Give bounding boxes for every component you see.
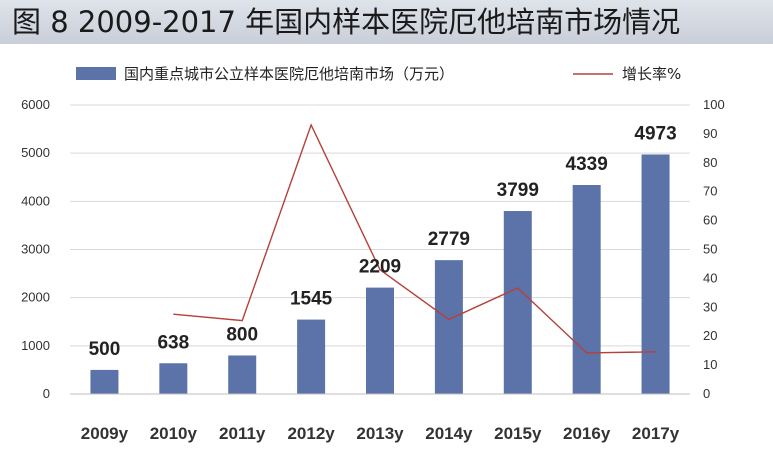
y-left-tick-label: 5000 bbox=[21, 145, 50, 160]
bar bbox=[641, 154, 670, 394]
bar-data-label: 2209 bbox=[359, 257, 401, 278]
bar bbox=[159, 363, 188, 394]
x-tick-label: 2013y bbox=[356, 424, 404, 443]
bar-data-label: 2779 bbox=[428, 229, 470, 250]
bar bbox=[503, 211, 532, 394]
y-right-tick-label: 0 bbox=[703, 386, 710, 401]
bar bbox=[90, 369, 119, 394]
y-left-tick-label: 1000 bbox=[21, 338, 50, 353]
legend-bar-swatch bbox=[76, 67, 116, 80]
bar-data-label: 4973 bbox=[634, 123, 676, 144]
y-right-tick-label: 60 bbox=[703, 213, 717, 228]
figure-title: 图 8 2009-2017 年国内样本医院厄他培南市场情况 bbox=[12, 5, 681, 39]
y-right-tick-label: 90 bbox=[703, 126, 717, 141]
legend-line-label: 增长率% bbox=[622, 65, 681, 83]
x-tick-label: 2009y bbox=[81, 424, 129, 443]
axes: 0 1000 2000 3000 4000 5000 6000 0 10 20 30 40 50 60 70… bbox=[21, 97, 725, 443]
x-tick-label: 2011y bbox=[219, 424, 266, 443]
legend: 国内重点城市公立样本医院厄他培南市场（万元） 增长率% bbox=[76, 65, 681, 83]
bar bbox=[366, 287, 394, 394]
y-right-tick-label: 50 bbox=[703, 242, 717, 257]
y-right-tick-label: 30 bbox=[703, 299, 717, 314]
y-left-tick-label: 0 bbox=[43, 386, 50, 401]
x-tick-label: 2014y bbox=[425, 424, 473, 443]
legend-bar-label: 国内重点城市公立样本医院厄他培南市场（万元） bbox=[124, 65, 454, 83]
bar-data-label: 3799 bbox=[497, 180, 539, 201]
y-left-tick-label: 3000 bbox=[21, 242, 50, 257]
figure-header: 图 8 2009-2017 年国内样本医院厄他培南市场情况 bbox=[0, 0, 773, 44]
y-right-tick-label: 70 bbox=[703, 184, 717, 199]
x-tick-label: 2012y bbox=[287, 424, 335, 443]
y-left-tick-label: 6000 bbox=[21, 97, 50, 112]
y-right-tick-label: 80 bbox=[703, 155, 717, 170]
x-tick-label: 2016y bbox=[563, 424, 611, 443]
data-labels: 500 638 800 1545 2209 2779 3799 4339 4973 bbox=[89, 123, 677, 359]
bar-data-label: 1545 bbox=[290, 289, 333, 310]
x-tick-label: 2017y bbox=[632, 424, 680, 443]
bar bbox=[297, 319, 326, 394]
bar-data-label: 4339 bbox=[566, 154, 608, 175]
bar-data-label: 800 bbox=[226, 324, 258, 345]
y-right-tick-label: 100 bbox=[703, 97, 725, 112]
bar-data-label: 638 bbox=[157, 332, 189, 353]
y-right-tick-label: 40 bbox=[703, 270, 717, 285]
x-tick-label: 2015y bbox=[494, 424, 542, 443]
y-left-tick-label: 4000 bbox=[21, 193, 50, 208]
y-right-tick-label: 10 bbox=[703, 357, 717, 372]
x-tick-label: 2010y bbox=[150, 424, 198, 443]
bar bbox=[434, 260, 463, 394]
bar bbox=[572, 185, 601, 394]
growth-line bbox=[173, 123, 656, 354]
growth-rate-line bbox=[173, 123, 656, 354]
bar bbox=[228, 355, 257, 394]
bars bbox=[90, 154, 670, 394]
y-left-tick-label: 2000 bbox=[21, 290, 50, 305]
y-right-tick-label: 20 bbox=[703, 328, 717, 343]
bar-data-label: 500 bbox=[89, 339, 121, 360]
